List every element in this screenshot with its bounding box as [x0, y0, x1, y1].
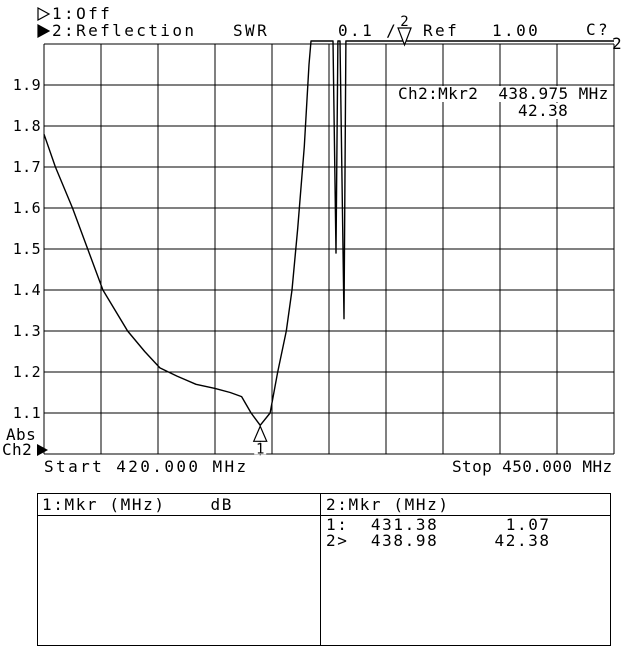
marker-table-right-header: 2:Mkr (MHz): [326, 495, 450, 514]
y-axis-tick-label: 1.9: [13, 76, 41, 94]
y-axis-tick-label: 1.2: [13, 363, 41, 381]
marker-2-symbol: [397, 27, 412, 47]
trace1-indicator-icon: [37, 6, 51, 22]
swr-trace: [43, 40, 614, 426]
y-axis-tick-label: 1.3: [13, 322, 41, 340]
trace1-status-label: 1:Off: [52, 4, 113, 23]
marker2-readout-freq: Ch2:Mkr2 438.975 MHz: [397, 84, 610, 103]
start-frequency-label: Start 420.000 MHz: [44, 457, 249, 476]
y-axis-tick-label: 1.4: [13, 281, 41, 299]
marker-table-left-header: 1:Mkr (MHz) dB: [42, 495, 233, 514]
marker-table-divider: [320, 493, 321, 646]
cal-status-label: C?: [586, 20, 611, 39]
marker-table: [37, 493, 611, 646]
channel-label: Ch2: [2, 440, 33, 459]
scale-per-div-value: 0.1 /: [338, 21, 399, 40]
trace2-status-label: 2:Reflection: [52, 21, 197, 40]
ch2-reference-arrow-icon: [37, 444, 48, 456]
y-axis-tick-label: 1.6: [13, 199, 41, 217]
marker-table-row: 2> 438.98 42.38: [326, 531, 551, 550]
y-axis-tick-label: 1.5: [13, 240, 41, 258]
y-axis-tick-labels: 1.9 1.8 1.7 1.6 1.5 1.4 1.3 1.2 1.1: [13, 76, 41, 422]
y-axis-tick-label: 1.8: [13, 117, 41, 135]
marker-1-number: 1: [256, 441, 264, 457]
y-axis-tick-label: 1.7: [13, 158, 41, 176]
abs-label: Abs: [6, 425, 37, 444]
marker-table-row: 1: 431.38 1.07: [326, 515, 551, 534]
ref-value: 1.00: [492, 21, 541, 40]
ref-label: Ref: [423, 21, 460, 40]
marker2-readout-value: 42.38: [517, 101, 570, 120]
measurement-format-label: SWR: [233, 21, 270, 40]
marker-1-symbol: [252, 424, 268, 442]
stop-frequency-label: Stop 450.000 MHz: [452, 457, 613, 476]
channel-corner-number: 2: [612, 34, 623, 53]
trace2-indicator-icon: [37, 23, 51, 39]
marker-2-number: 2: [400, 14, 408, 30]
grid-lines: [43, 43, 615, 455]
marker-table-header-separator: [37, 515, 611, 516]
y-axis-tick-label: 1.1: [13, 404, 41, 422]
